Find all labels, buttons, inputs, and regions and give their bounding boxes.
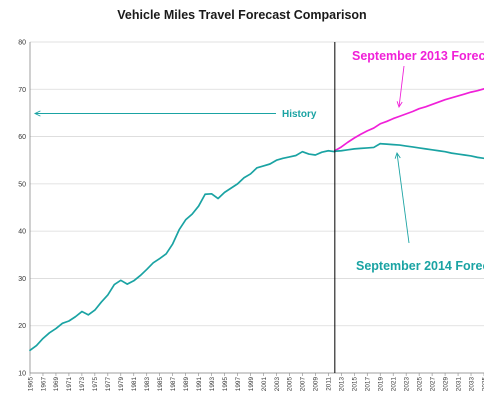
x-tick-label: 1979 bbox=[118, 377, 125, 392]
annotation-layer: History September 2013 Forecast September … bbox=[33, 42, 484, 373]
history-label: History bbox=[282, 109, 317, 120]
sep-2013-arrowhead bbox=[396, 101, 403, 109]
x-tick-label: 1971 bbox=[66, 377, 73, 392]
x-tick-label: 2003 bbox=[274, 377, 281, 392]
x-tick-label: 2033 bbox=[468, 377, 475, 392]
x-tick-label: 1985 bbox=[157, 377, 164, 392]
x-tick-label: 1999 bbox=[248, 377, 255, 392]
x-tick-label: 1967 bbox=[40, 377, 47, 392]
x-tick-label: 1975 bbox=[92, 377, 99, 392]
y-tick-label: 30 bbox=[18, 276, 26, 283]
y-tick-label: 50 bbox=[18, 181, 26, 188]
x-tick-label: 1981 bbox=[131, 377, 138, 392]
x-tick-label: 2017 bbox=[365, 377, 372, 392]
x-tick-label: 2031 bbox=[455, 377, 462, 392]
x-tick-label: 2009 bbox=[313, 377, 320, 392]
x-tick-label: 2019 bbox=[378, 377, 385, 392]
y-tick-label: 60 bbox=[18, 134, 26, 141]
x-tick-label: 1983 bbox=[144, 377, 151, 392]
x-tick-label: 2025 bbox=[416, 377, 423, 392]
x-tick-label: 2011 bbox=[326, 377, 333, 391]
history-arrowhead bbox=[33, 110, 41, 117]
y-tick-label: 20 bbox=[18, 323, 26, 330]
series-line-2 bbox=[333, 142, 484, 160]
x-tick-label: 1965 bbox=[27, 377, 34, 392]
sep-2013-arrow-line bbox=[398, 65, 405, 108]
axis-layer: 10 20 30 40 50 60 70 80 1965 1967 1969 1971 1973 1975… bbox=[18, 40, 484, 392]
x-tick-label: 1989 bbox=[183, 377, 190, 392]
chart-title: Vehicle Miles Travel Forecast Comparison bbox=[117, 8, 367, 22]
series-layer bbox=[29, 87, 484, 352]
x-tick-label: 2023 bbox=[403, 377, 410, 392]
y-tick-label: 40 bbox=[18, 229, 26, 236]
x-tick-label: 1991 bbox=[196, 377, 203, 392]
x-tick-label: 1973 bbox=[79, 377, 86, 392]
x-tick-label: 2005 bbox=[287, 377, 294, 392]
x-tick-label: 2007 bbox=[300, 377, 307, 392]
x-tick-label: 2027 bbox=[429, 377, 436, 392]
x-tick-label: 1987 bbox=[170, 377, 177, 392]
sep-2014-arrow-line bbox=[396, 152, 410, 244]
x-tick-label: 2029 bbox=[442, 377, 449, 392]
x-tick-label: 1977 bbox=[105, 377, 112, 392]
sep-2013-forecast-label: September 2013 Forecast bbox=[352, 49, 484, 63]
y-tick-label: 70 bbox=[18, 87, 26, 94]
sep-2014-arrowhead bbox=[394, 151, 401, 159]
x-tick-label: 1997 bbox=[235, 377, 242, 392]
x-tick-label: 2001 bbox=[261, 377, 268, 392]
x-tick-label: 1993 bbox=[209, 377, 216, 392]
series-line-0 bbox=[29, 149, 336, 352]
grid-layer bbox=[30, 41, 484, 374]
y-tick-label: 10 bbox=[18, 371, 26, 378]
x-tick-label: 2021 bbox=[391, 377, 398, 392]
x-tick-label: 2015 bbox=[352, 377, 359, 392]
sep-2014-forecast-label: September 2014 Forecast bbox=[356, 259, 484, 273]
x-tick-label: 1995 bbox=[222, 377, 229, 392]
series-line-1 bbox=[333, 87, 484, 152]
y-tick-label: 80 bbox=[18, 40, 26, 47]
x-tick-label: 1969 bbox=[53, 377, 60, 392]
x-tick-label: 2035 bbox=[481, 377, 484, 392]
x-tick-label: 2013 bbox=[339, 377, 346, 392]
